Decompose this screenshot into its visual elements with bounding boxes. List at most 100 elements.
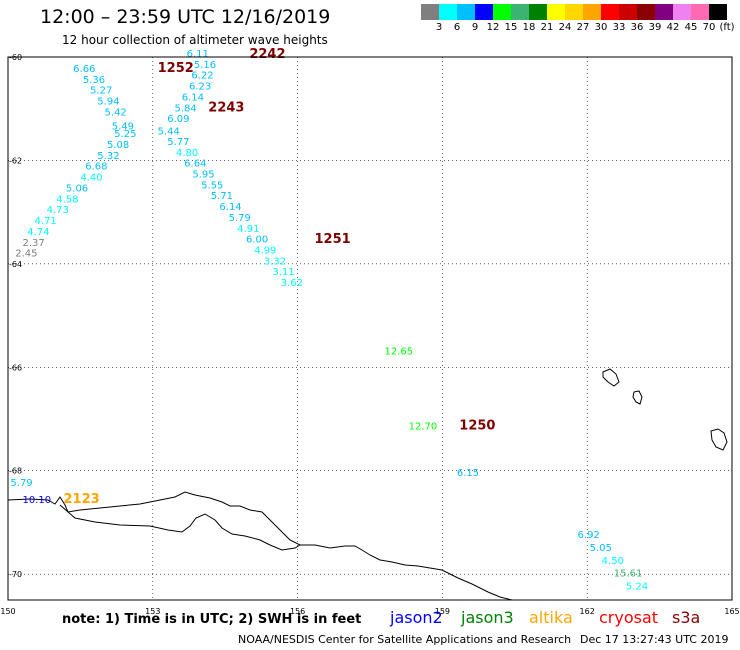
colorbar-swatch [475, 4, 493, 20]
wave-height-value: 3.62 [281, 278, 303, 289]
colorbar-swatch [619, 4, 637, 20]
wave-height-value: 5.77 [167, 137, 189, 148]
colorbar-label: 70 [702, 22, 716, 33]
colorbar-label: 39 [648, 22, 662, 33]
lat-tick-label: -66 [9, 363, 22, 372]
wave-height-value: 4.71 [35, 216, 57, 227]
island [602, 368, 620, 387]
colorbar-label: 42 [666, 22, 680, 33]
wave-height-value: 6.14 [219, 202, 241, 213]
colorbar-label: 30 [594, 22, 608, 33]
observations: 6.115.166.226.236.145.846.095.445.774.80… [10, 49, 648, 593]
colorbar-swatch [691, 4, 709, 20]
colorbar-label: 15 [504, 22, 518, 33]
colorbar-label: (ft) [719, 22, 735, 33]
colorbar-swatch [637, 4, 655, 20]
lat-tick-label: -62 [9, 156, 22, 165]
wave-height-value: 12.70 [409, 421, 438, 432]
axis-tick-labels: 150 153 156 159 162 165-60-62-64-66-68-70 [0, 53, 739, 616]
colorbar-label: 21 [540, 22, 554, 33]
wave-height-value: 12.65 [384, 346, 413, 357]
pass-time-label: 2123 [64, 492, 100, 507]
pass-time-label: 2243 [208, 100, 244, 115]
satellite-legend-jason2: jason2 [390, 608, 443, 627]
ice-shelf-edge [59, 504, 301, 551]
lon-tick-label: 150 [0, 607, 15, 616]
colorbar-label: 27 [576, 22, 590, 33]
colorbar-label: 45 [684, 22, 698, 33]
colorbar-swatch [673, 4, 691, 20]
credit-text: NOAA/NESDIS Center for Satellite Applica… [238, 633, 572, 646]
colorbar-label: 9 [471, 22, 479, 33]
lat-tick-label: -68 [9, 467, 22, 476]
wave-height-value: 6.11 [187, 49, 209, 60]
pass-time-label: 1250 [459, 418, 495, 433]
wave-height-value: 5.36 [83, 75, 105, 86]
satellite-legend-s3a: s3a [672, 608, 701, 627]
pass-time-label: 1251 [314, 232, 350, 247]
lon-tick-label: 159 [435, 607, 450, 616]
lon-tick-label: 153 [145, 607, 160, 616]
wave-height-value: 5.06 [66, 183, 88, 194]
pass-labels: 2242 1252 2243 1251 1250 2123 [64, 47, 496, 507]
antarctic-coastline [7, 491, 513, 601]
wave-height-value: 6.92 [578, 530, 600, 541]
wave-height-value: 6.66 [73, 64, 95, 75]
lat-tick-label: -70 [9, 570, 22, 579]
wave-height-value: 5.16 [194, 60, 216, 71]
credit-timestamp: Dec 17 13:27:43 UTC 2019 [580, 633, 729, 646]
colorbar-swatch [493, 4, 511, 20]
wave-height-value: 5.95 [192, 169, 214, 180]
colorbar-swatch [421, 4, 439, 20]
wave-height-value: 4.50 [602, 556, 624, 567]
colorbar-swatch [529, 4, 547, 20]
wave-height-value: 4.80 [176, 148, 198, 159]
satellite-legend-cryosat: cryosat [599, 608, 659, 627]
wave-height-value: 6.15 [457, 468, 479, 479]
wave-height-value: 2.45 [15, 249, 37, 260]
wave-height-value: 5.32 [97, 151, 119, 162]
wave-height-value: 6.09 [167, 114, 189, 125]
wave-height-value: 5.79 [10, 478, 32, 489]
colorbar-label: 36 [630, 22, 644, 33]
lon-tick-label: 162 [580, 607, 595, 616]
wave-height-value: 6.23 [189, 82, 211, 93]
map-frame [7, 56, 733, 601]
colorbar-swatch [655, 4, 673, 20]
wave-height-value: 2.37 [22, 238, 44, 249]
wave-height-value: 10.10 [22, 495, 51, 506]
colorbar-swatch [457, 4, 475, 20]
colorbar-swatch [511, 4, 529, 20]
wave-height-value: 5.49 [112, 121, 134, 132]
wave-height-value: 5.08 [107, 140, 129, 151]
wave-height-value: 3.11 [273, 267, 295, 278]
pass-time-label: 2242 [249, 47, 285, 62]
satellite-legend-altika: altika [529, 608, 573, 627]
wave-height-value: 5.94 [97, 97, 119, 108]
wave-height-value: 6.00 [246, 235, 268, 246]
wave-height-value: 5.79 [229, 213, 251, 224]
wave-height-value: 5.42 [105, 107, 127, 118]
satellite-legend-jason3: jason3 [461, 608, 514, 627]
pass-time-label: 1252 [158, 61, 194, 76]
wave-height-value: 4.91 [237, 224, 259, 235]
wave-height-value: 5.55 [201, 180, 223, 191]
island [632, 390, 643, 405]
wave-height-value: 4.74 [27, 227, 49, 238]
colorbar-swatch [547, 4, 565, 20]
colorbar-swatch [601, 4, 619, 20]
wave-height-value: 6.64 [184, 159, 206, 170]
colorbar-label: 18 [522, 22, 536, 33]
wave-height-value: 4.58 [56, 194, 78, 205]
colorbar-swatch [439, 4, 457, 20]
map-title: 12:00 – 23:59 UTC 12/16/2019 [40, 6, 331, 28]
colorbar-label: 3 [435, 22, 443, 33]
wave-height-value: 5.24 [626, 582, 648, 593]
lon-tick-label: 165 [724, 607, 739, 616]
colorbar-swatch [565, 4, 583, 20]
wave-height-value: 6.22 [191, 71, 213, 82]
wave-height-value: 4.73 [47, 205, 69, 216]
wave-height-value: 3.32 [264, 256, 286, 267]
